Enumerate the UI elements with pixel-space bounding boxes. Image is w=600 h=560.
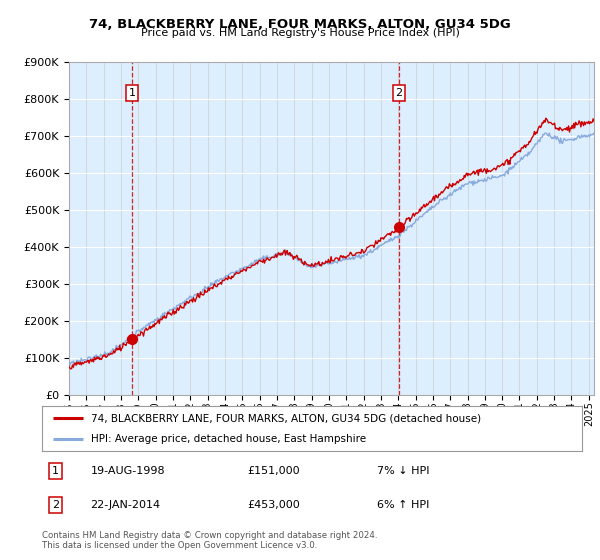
Text: 2: 2 xyxy=(395,88,403,98)
Text: 74, BLACKBERRY LANE, FOUR MARKS, ALTON, GU34 5DG: 74, BLACKBERRY LANE, FOUR MARKS, ALTON, … xyxy=(89,18,511,31)
Text: 74, BLACKBERRY LANE, FOUR MARKS, ALTON, GU34 5DG (detached house): 74, BLACKBERRY LANE, FOUR MARKS, ALTON, … xyxy=(91,413,481,423)
Text: 1: 1 xyxy=(128,88,136,98)
Text: 6% ↑ HPI: 6% ↑ HPI xyxy=(377,500,429,510)
Text: 7% ↓ HPI: 7% ↓ HPI xyxy=(377,466,430,476)
Text: 2: 2 xyxy=(52,500,59,510)
Text: £453,000: £453,000 xyxy=(247,500,300,510)
Text: Contains HM Land Registry data © Crown copyright and database right 2024.
This d: Contains HM Land Registry data © Crown c… xyxy=(42,531,377,550)
Text: 1: 1 xyxy=(52,466,59,476)
Text: Price paid vs. HM Land Registry's House Price Index (HPI): Price paid vs. HM Land Registry's House … xyxy=(140,28,460,38)
Text: £151,000: £151,000 xyxy=(247,466,300,476)
Text: HPI: Average price, detached house, East Hampshire: HPI: Average price, detached house, East… xyxy=(91,433,366,444)
Text: 22-JAN-2014: 22-JAN-2014 xyxy=(91,500,161,510)
Text: 19-AUG-1998: 19-AUG-1998 xyxy=(91,466,165,476)
